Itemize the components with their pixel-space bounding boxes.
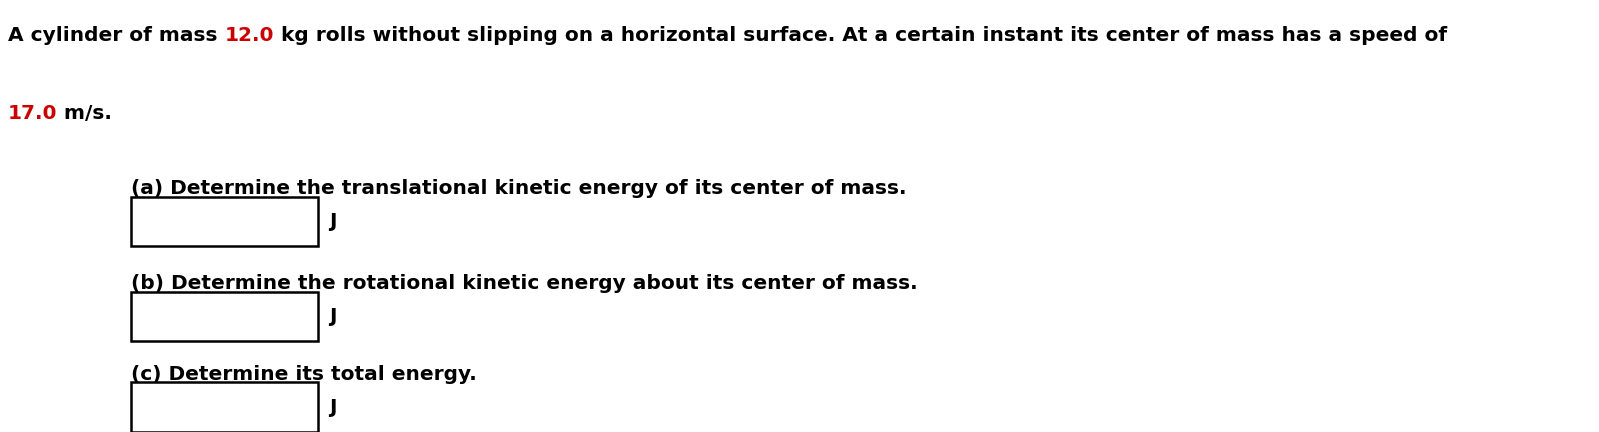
Text: (b) Determine the rotational kinetic energy about its center of mass.: (b) Determine the rotational kinetic ene… bbox=[131, 274, 918, 293]
Bar bbox=[131, 382, 318, 432]
Text: A cylinder of mass: A cylinder of mass bbox=[8, 26, 224, 45]
Text: m/s.: m/s. bbox=[58, 104, 112, 123]
Text: (a) Determine the translational kinetic energy of its center of mass.: (a) Determine the translational kinetic … bbox=[131, 179, 907, 198]
Text: J: J bbox=[329, 398, 337, 416]
Text: kg rolls without slipping on a horizontal surface. At a certain instant its cent: kg rolls without slipping on a horizonta… bbox=[273, 26, 1447, 45]
Bar bbox=[131, 292, 318, 341]
Text: 17.0: 17.0 bbox=[8, 104, 58, 123]
Text: J: J bbox=[329, 212, 337, 231]
Text: J: J bbox=[329, 307, 337, 326]
Text: (c) Determine its total energy.: (c) Determine its total energy. bbox=[131, 365, 477, 384]
Text: 12.0: 12.0 bbox=[224, 26, 273, 45]
Bar bbox=[131, 197, 318, 246]
